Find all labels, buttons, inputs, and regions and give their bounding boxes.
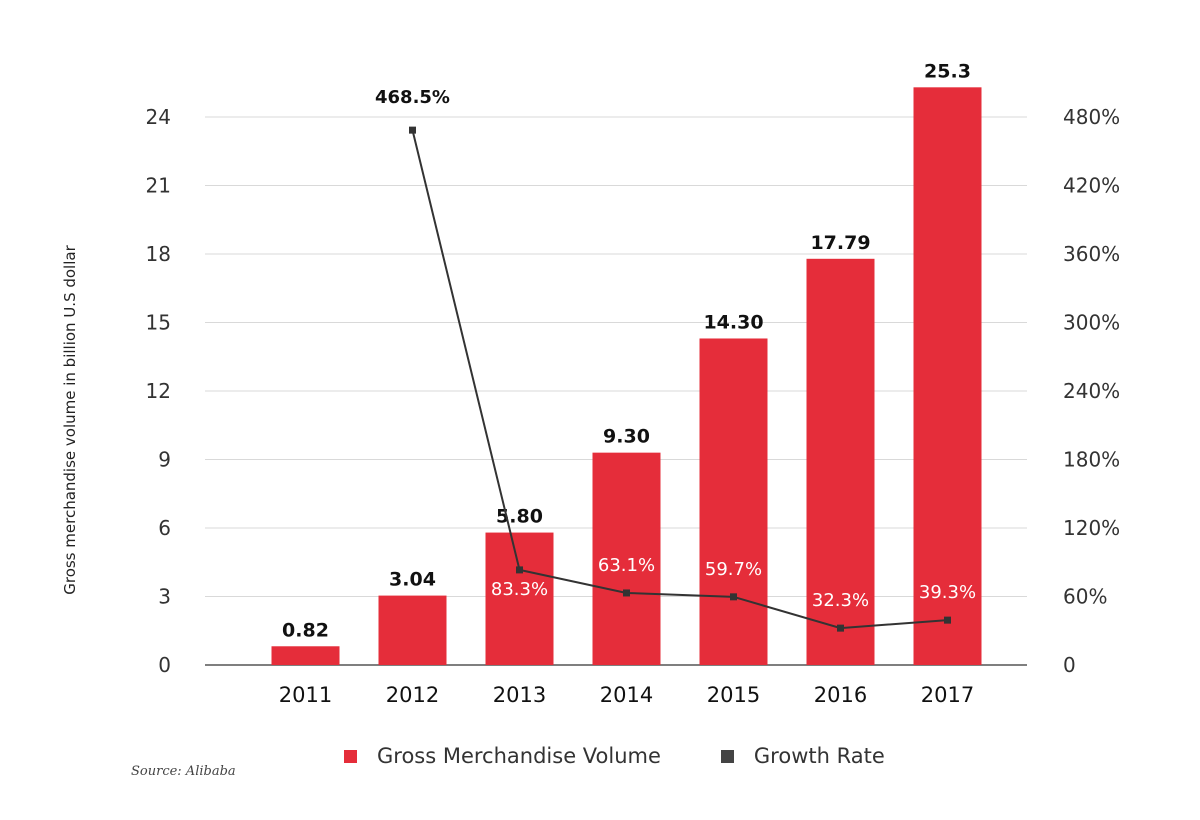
y2-tick-label: 480% <box>1063 105 1120 129</box>
bar <box>378 595 447 665</box>
legend-swatch-growth <box>720 749 734 763</box>
growth-rate-line <box>411 129 948 630</box>
legend: Gross Merchandise Volume Growth Rate <box>344 744 945 768</box>
y2-tick-label: 300% <box>1063 311 1120 335</box>
x-tick-label: 2016 <box>814 683 867 707</box>
bar <box>485 532 554 665</box>
x-tick-label: 2014 <box>600 683 653 707</box>
y2-tick-label: 360% <box>1063 242 1120 266</box>
growth-rate-label: 83.3% <box>491 579 548 600</box>
y-tick-label: 12 <box>146 379 171 403</box>
growth-rate-label: 39.3% <box>919 582 976 603</box>
x-tick-label: 2011 <box>279 683 332 707</box>
bar <box>271 646 340 665</box>
bar-value-label: 17.79 <box>810 232 870 254</box>
growth-rate-label: 32.3% <box>812 590 869 611</box>
growth-rate-marker <box>516 566 523 574</box>
x-tick-label: 2013 <box>493 683 546 707</box>
y-tick-label: 21 <box>146 174 171 198</box>
x-tick-label: 2015 <box>707 683 760 707</box>
bar-value-label: 25.3 <box>924 60 971 82</box>
y2-tick-label: 180% <box>1063 448 1120 472</box>
growth-rate-marker <box>623 589 630 597</box>
y-tick-label: 0 <box>158 653 171 677</box>
x-tick-label: 2012 <box>386 683 439 707</box>
legend-swatch-gmv <box>344 749 357 763</box>
growth-rate-label: 63.1% <box>598 555 655 576</box>
bar <box>592 452 661 665</box>
y2-tick-label: 240% <box>1063 379 1120 403</box>
bar-value-label: 9.30 <box>603 426 650 448</box>
legend-label-growth: Growth Rate <box>753 744 885 768</box>
y2-tick-label: 120% <box>1063 516 1120 540</box>
legend-item-gmv: Gross Merchandise Volume <box>344 744 661 768</box>
bar <box>699 338 768 665</box>
y2-tick-label: 60% <box>1063 585 1107 609</box>
y-tick-label: 3 <box>158 585 171 609</box>
y-tick-label: 15 <box>146 311 171 335</box>
y-tick-label: 24 <box>146 105 171 129</box>
bar <box>913 87 982 666</box>
growth-rate-marker <box>409 126 416 134</box>
growth-rate-marker <box>730 593 737 601</box>
bar-value-label: 14.30 <box>703 311 763 333</box>
y-axis-label: Gross merchandise volume in billion U.S … <box>61 245 79 595</box>
x-tick-label: 2017 <box>921 683 974 707</box>
y2-tick-label: 0 <box>1063 653 1076 677</box>
bar <box>806 258 875 665</box>
y-tick-label: 9 <box>158 448 171 472</box>
growth-rate-label: 468.5% <box>375 87 450 108</box>
legend-label-gmv: Gross Merchandise Volume <box>377 744 661 768</box>
bar-value-label: 3.04 <box>389 569 436 591</box>
growth-rate-marker <box>944 616 951 624</box>
legend-item-growth: Growth Rate <box>720 744 885 768</box>
growth-rate-marker <box>837 624 844 632</box>
y-tick-label: 6 <box>158 516 171 540</box>
y2-tick-label: 420% <box>1063 174 1120 198</box>
y-tick-label: 18 <box>146 242 171 266</box>
bar-value-label: 5.80 <box>496 506 543 528</box>
growth-rate-label: 59.7% <box>705 559 762 580</box>
bar-value-label: 0.82 <box>282 619 329 641</box>
source-note: Source: Alibaba <box>131 764 236 779</box>
